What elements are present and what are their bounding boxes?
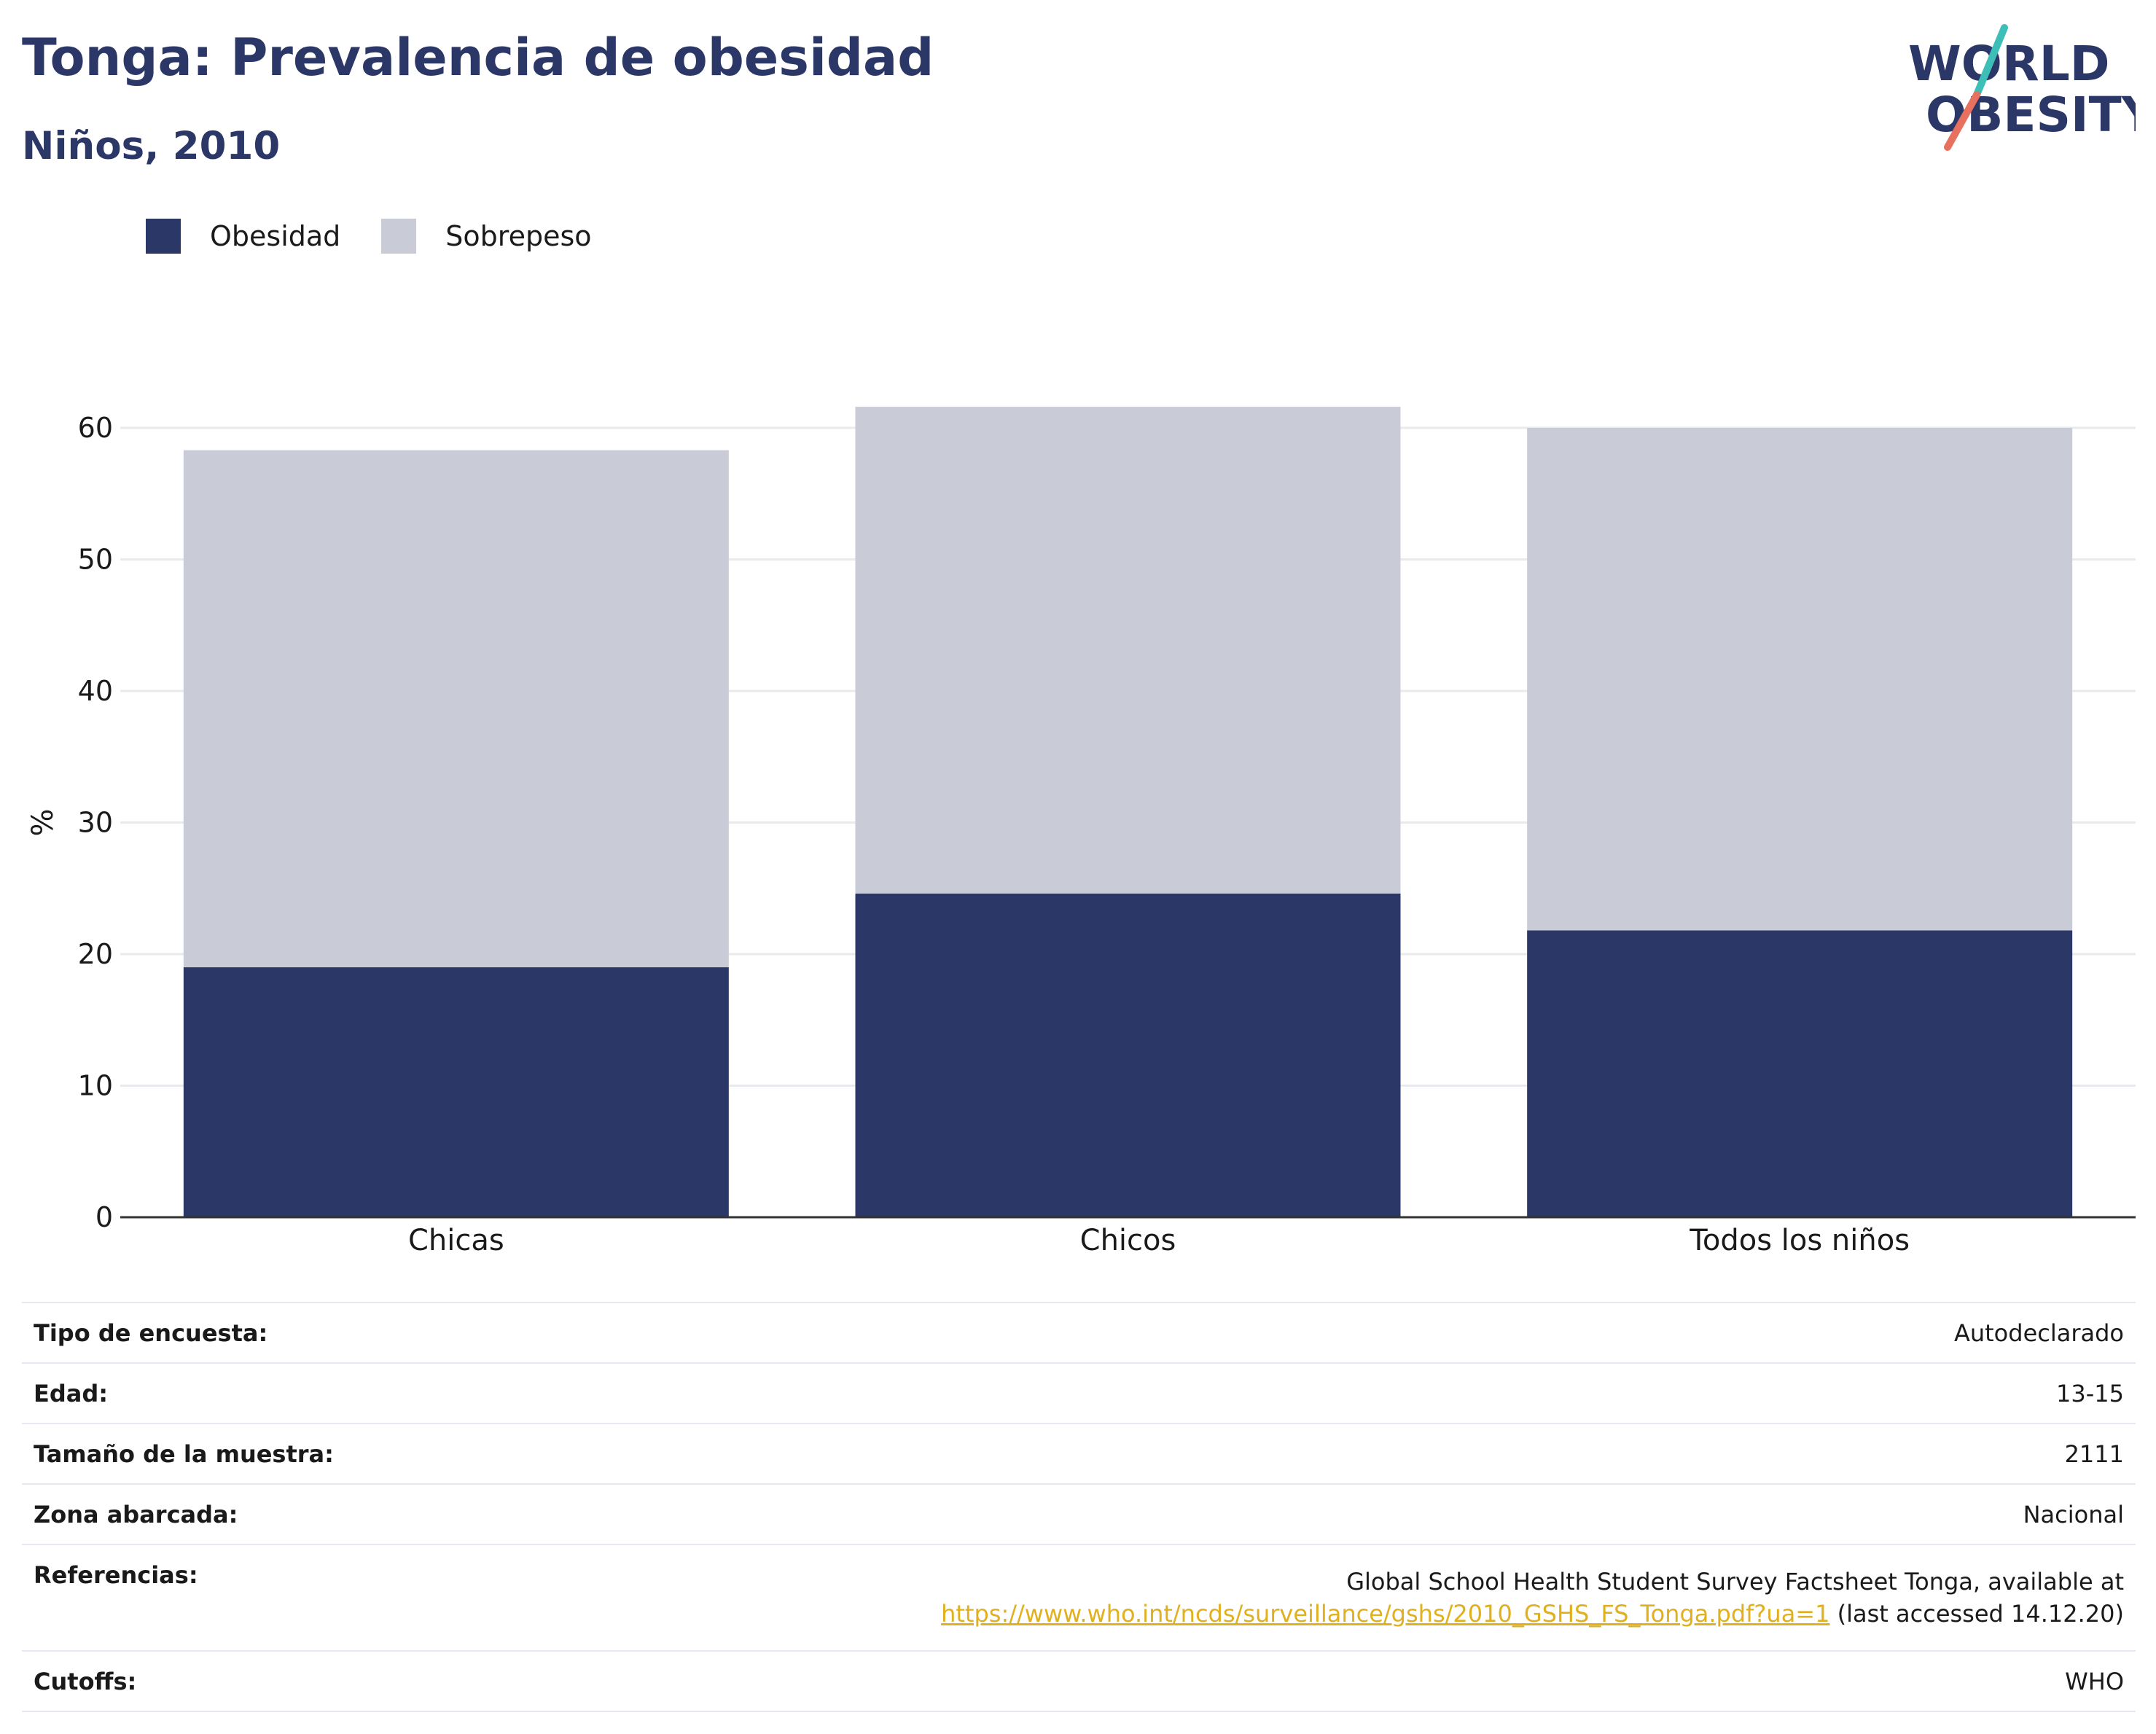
y-tick-label: 0	[95, 1201, 113, 1233]
info-row-sample-size: Tamaño de la muestra: 2111	[22, 1423, 2136, 1484]
info-value: 2111	[469, 1423, 2136, 1484]
reference-accessed: (last accessed 14.12.20)	[1829, 1600, 2124, 1628]
logo-word-world: WORLD	[1908, 36, 2110, 92]
survey-info-table: Tipo de encuesta: Autodeclarado Edad: 13…	[22, 1302, 2136, 1712]
y-axis-title: %	[26, 808, 60, 836]
info-row-cutoffs: Cutoffs: WHO	[22, 1650, 2136, 1712]
legend-swatch-sobrepeso	[381, 219, 417, 254]
info-row-survey-type: Tipo de encuesta: Autodeclarado	[22, 1302, 2136, 1363]
info-label: Cutoffs:	[22, 1650, 469, 1712]
x-tick-label: Chicas	[408, 1224, 504, 1257]
logo-slash-coral	[1944, 91, 1980, 151]
info-row-references: Referencias: Global School Health Studen…	[22, 1544, 2136, 1651]
y-tick-label: 10	[78, 1070, 113, 1102]
bar-sobrepeso-3	[1527, 428, 2073, 931]
info-label: Referencias:	[22, 1544, 469, 1651]
info-label: Tipo de encuesta:	[22, 1302, 469, 1363]
legend-item-obesidad[interactable]: Obesidad	[146, 219, 340, 254]
legend-item-sobrepeso[interactable]: Sobrepeso	[381, 219, 592, 254]
y-tick-label: 60	[78, 412, 113, 444]
bar-obesidad-1	[183, 967, 729, 1217]
info-label: Zona abarcada:	[22, 1483, 469, 1544]
logo-slash-teal	[1973, 24, 2008, 98]
info-row-age: Edad: 13-15	[22, 1362, 2136, 1423]
y-tick-label: 20	[78, 938, 113, 970]
y-tick-label: 50	[78, 544, 113, 576]
reference-text: Global School Health Student Survey Fact…	[1346, 1568, 2124, 1596]
bar-obesidad-3	[1527, 930, 2073, 1217]
info-value: 13-15	[469, 1362, 2136, 1423]
info-value: WHO	[469, 1650, 2136, 1712]
info-value: Autodeclarado	[469, 1302, 2136, 1363]
y-tick-label: 40	[78, 675, 113, 707]
bar-sobrepeso-1	[183, 450, 729, 968]
info-label: Tamaño de la muestra:	[22, 1423, 469, 1484]
legend-label-obesidad: Obesidad	[210, 220, 341, 252]
reference-link[interactable]: https://www.who.int/ncds/surveillance/gs…	[941, 1600, 1830, 1628]
info-row-area: Zona abarcada: Nacional	[22, 1483, 2136, 1544]
chart-title: Tonga: Prevalencia de obesidad	[22, 28, 934, 87]
stacked-bar-chart: 0 10 20 30 40 50 60% Chicas Chicos Todos los niño…	[26, 407, 2136, 1257]
y-tick-label: 30	[78, 807, 113, 839]
logo-word-obesity: OBESITY	[1926, 87, 2136, 143]
info-label: Edad:	[22, 1362, 469, 1423]
info-value: Nacional	[469, 1483, 2136, 1544]
x-tick-label: Todos los niños	[1689, 1224, 1910, 1257]
bar-obesidad-2	[855, 893, 1401, 1217]
chart-legend: Obesidad Sobrepeso	[146, 219, 633, 254]
world-obesity-logo-icon: WORLD OBESITY	[1908, 24, 2136, 151]
legend-swatch-obesidad	[146, 219, 181, 254]
legend-label-sobrepeso: Sobrepeso	[445, 220, 592, 252]
bar-sobrepeso-2	[855, 407, 1401, 894]
chart-subtitle: Niños, 2010	[22, 124, 281, 168]
reference-value: Global School Health Student Survey Fact…	[469, 1544, 2136, 1651]
x-tick-label: Chicos	[1080, 1224, 1176, 1257]
